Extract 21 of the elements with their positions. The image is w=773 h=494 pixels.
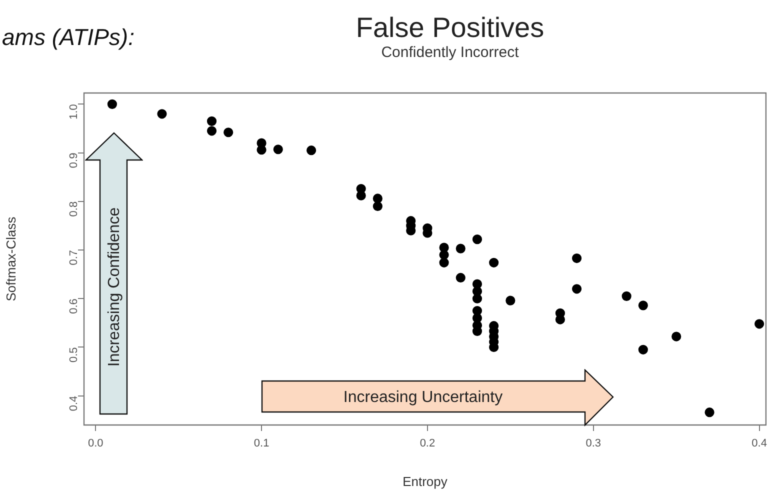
y-axis-title: Softmax-Class [3,216,18,302]
y-tick-label: 0.9 [68,152,80,168]
y-tick-label: 1.0 [68,104,80,120]
text: ams (ATIPs): [2,24,134,51]
y-tick-label: 0.5 [68,347,80,363]
y-tick-label: 0.8 [68,201,80,217]
x-tick-label: 0.3 [586,438,602,450]
x-tick-label: 0.0 [88,438,104,450]
annotation: Increasing Uncertainty [343,389,503,406]
x-tick-label: 0.1 [254,438,270,450]
right-arrow: Increasing Uncertainty [261,369,615,427]
x-axis-title: Entropy [402,474,448,489]
y-tick-label: 0.7 [68,250,80,266]
chart-title: False Positives [354,12,546,44]
annotation: Increasing Confidence [106,207,123,367]
y-tick-label: 0.4 [68,396,80,412]
x-tick-label: 0.2 [420,438,436,450]
up-arrow: Increasing Confidence [85,132,143,416]
x-tick-label: 0.4 [752,438,767,450]
chart-subtitle: Confidently Incorrect [380,44,520,61]
y-tick-label: 0.6 [68,298,80,314]
